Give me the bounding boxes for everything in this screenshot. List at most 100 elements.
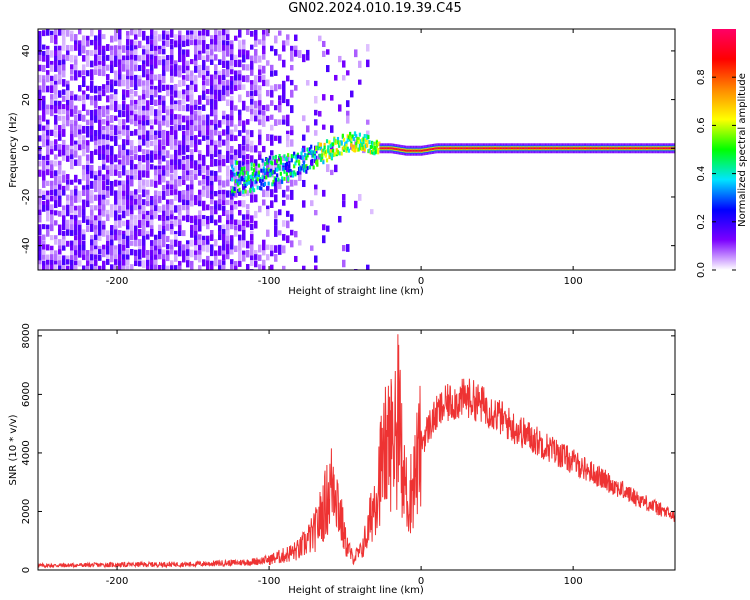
spectrogram-cell	[50, 164, 54, 172]
spectrogram-cell	[210, 199, 214, 205]
spectrogram-cell	[118, 35, 122, 43]
spectrogram-cell	[226, 40, 230, 48]
spectrogram-cell	[42, 200, 46, 208]
spectrogram-cell	[142, 125, 146, 134]
spectrogram-cell	[38, 150, 42, 158]
spectrogram-cell	[86, 189, 90, 196]
spectrogram-cell	[230, 120, 234, 127]
spectrogram-cell	[222, 210, 226, 217]
spectrogram-cell	[154, 259, 158, 268]
spectrogram-trace-cell	[373, 145, 376, 150]
spectrogram-cell	[150, 259, 154, 266]
spectrogram-trace-cell	[548, 147, 550, 150]
spectrogram-cell	[118, 39, 122, 46]
spectrogram-cell	[154, 154, 158, 160]
spectrogram-cell	[134, 169, 138, 175]
spectrogram-trace-cell	[344, 142, 347, 147]
spectrogram-cell	[278, 184, 282, 190]
spectrogram-trace-cell	[637, 147, 639, 150]
spectrogram-cell	[122, 139, 126, 145]
spectrogram-cell	[98, 134, 102, 143]
spectrogram-cell	[154, 55, 158, 64]
spectrogram-cell	[162, 55, 166, 62]
spectrogram-cell	[98, 209, 102, 217]
spectrogram-trace-cell	[356, 147, 359, 152]
spectrogram-cell	[190, 140, 194, 148]
spectrogram-cell	[122, 250, 126, 256]
spectrogram-cell	[90, 120, 94, 128]
spectrogram-trace-cell	[369, 145, 372, 150]
spectrogram-trace-cell	[541, 147, 543, 150]
spectrogram-cell	[238, 94, 242, 103]
spectrogram-cell	[214, 109, 218, 117]
spectrogram-cell	[118, 45, 122, 52]
spectrogram-cell	[258, 264, 262, 270]
spectrogram-trace-cell	[350, 143, 353, 148]
spectrogram-cell	[38, 260, 42, 267]
spectrogram-cell	[118, 144, 122, 151]
spectrogram-cell	[50, 75, 54, 84]
spectrogram-cell	[130, 210, 134, 216]
spectrogram-cell	[258, 254, 262, 261]
spectrogram-cell	[238, 240, 242, 248]
spectrogram-cell	[222, 200, 226, 206]
spectrogram-cell	[118, 170, 122, 178]
spectrogram-cell	[134, 104, 138, 110]
spectrogram-cell	[302, 200, 306, 208]
spectrogram-cell	[58, 184, 62, 191]
spectrogram-cell	[162, 30, 166, 37]
spectrogram-trace-cell	[330, 142, 334, 147]
spectrogram-cell	[178, 204, 182, 213]
spectrogram-trace-cell	[334, 139, 337, 144]
spectrogram-cell	[322, 235, 326, 244]
spectrogram-cell	[146, 49, 150, 55]
spectrogram-cell	[226, 144, 230, 151]
spectrogram-cell	[74, 144, 78, 150]
spectrogram-cell	[250, 190, 254, 197]
spectrogram-cell	[278, 269, 282, 270]
spectrogram-cell	[118, 180, 122, 188]
spectrogram-cell	[206, 269, 210, 270]
spectrogram-cell	[190, 215, 194, 224]
spectrogram-cell	[214, 204, 218, 212]
spectrogram-cell	[154, 60, 158, 69]
spectrogram-cell	[138, 260, 142, 267]
spectrogram-cell	[66, 94, 70, 103]
spectrogram-cell	[82, 125, 86, 134]
spectrogram-trace-cell	[284, 157, 287, 162]
spectrogram-cell	[290, 125, 294, 133]
spectrogram-cell	[122, 259, 126, 266]
spectrogram-cell	[110, 149, 114, 157]
spectrogram-cell	[98, 85, 102, 92]
spectrogram-cell	[270, 100, 274, 106]
spectrogram-cell	[250, 55, 254, 64]
spectrogram-cell	[330, 94, 334, 101]
spectrogram-trace-cell	[302, 160, 306, 165]
spectrogram-trace-cell	[301, 163, 304, 168]
spectrogram-cell	[146, 39, 150, 48]
spectrogram-cell	[150, 150, 154, 156]
spectrogram-cell	[54, 210, 58, 216]
spectrogram-cell	[122, 190, 126, 198]
spectrogram-cell	[86, 255, 90, 262]
spectrogram-cell	[62, 119, 66, 126]
spectrogram-cell	[50, 64, 54, 72]
spectrogram-cell	[146, 44, 150, 50]
spectrogram-trace-cell	[395, 148, 397, 151]
spectrogram-trace-cell	[344, 146, 347, 151]
spectrogram-cell	[262, 199, 266, 206]
spectrogram-cell	[250, 140, 254, 146]
spectrogram-cell	[38, 99, 42, 107]
spectrogram-cell	[214, 70, 218, 78]
spectrogram-cell	[122, 150, 126, 158]
spectrogram-cell	[86, 265, 90, 270]
spectrogram-cell	[214, 79, 218, 86]
spectrogram-cell	[126, 50, 130, 56]
spectrogram-cell	[294, 255, 298, 262]
spectrogram-cell	[166, 164, 170, 172]
spectrogram-cell	[70, 214, 74, 221]
spectrogram-trace-cell	[632, 147, 634, 150]
spectrogram-trace-cell	[569, 147, 571, 150]
spectrogram-cell	[178, 119, 182, 126]
spectrogram-cell	[102, 174, 106, 181]
